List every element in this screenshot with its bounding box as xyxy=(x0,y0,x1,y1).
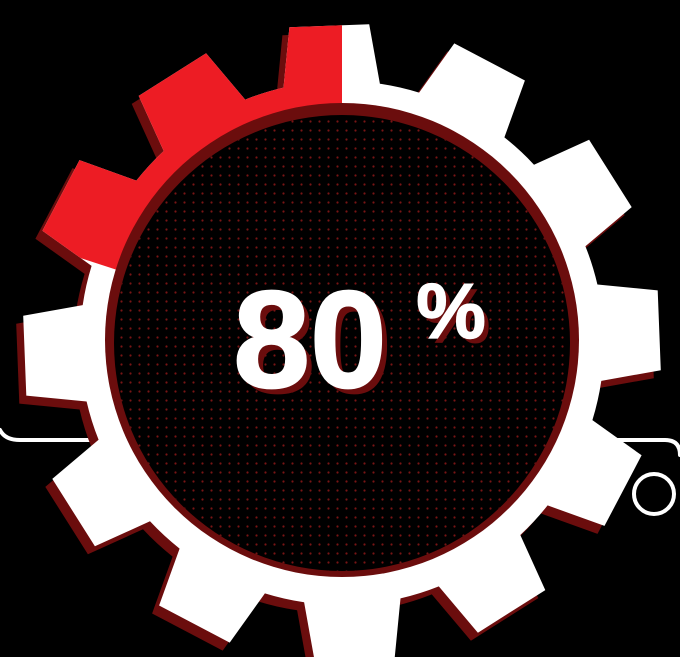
percentage-sign-shadow: % xyxy=(421,272,490,360)
gear-inner-dot-texture xyxy=(114,115,570,571)
percentage-sign: % xyxy=(416,267,485,355)
percentage-value-shadow: 80 xyxy=(239,269,393,423)
percentage-label: 80 % 80 % xyxy=(232,262,490,423)
circuit-line-left xyxy=(0,428,142,442)
circle-node-icon xyxy=(632,472,676,516)
percentage-value: 80 xyxy=(233,263,387,417)
